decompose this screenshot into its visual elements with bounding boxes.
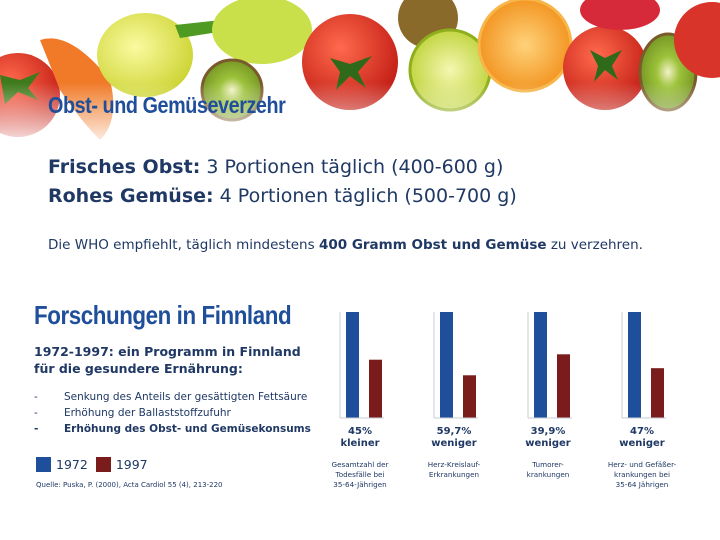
- list-item-text: Erhöhung der Ballaststoffzufuhr: [64, 407, 231, 419]
- category-label: 35-64 Jährigen: [616, 480, 669, 489]
- recommendation-vegetables: Rohes Gemüse: 4 Portionen täglich (500-7…: [48, 185, 517, 207]
- category-label: 35-64-Jährigen: [333, 480, 386, 489]
- who-text-bold: 400 Gramm Obst und Gemüse: [318, 237, 547, 253]
- data-label-percent: 45%: [348, 426, 372, 437]
- page-title: Obst- und Gemüseverzehr: [48, 92, 286, 118]
- measures-list: - Senkung des Anteils der gesättigten Fet…: [34, 389, 311, 437]
- list-item: - Erhöhung der Ballaststoffzufuhr: [34, 405, 311, 421]
- fruit-vegetable-image: [0, 0, 720, 150]
- section-title: Forschungen in Finnland: [34, 300, 292, 330]
- who-text-after: zu verzehren.: [546, 237, 643, 253]
- recommendation-vegetables-text: 4 Portionen täglich (500-700 g): [219, 185, 517, 207]
- who-recommendation: Die WHO empfiehlt, täglich mindestens 40…: [48, 237, 643, 253]
- bar-1997: [463, 375, 476, 418]
- program-line-2: für die gesundere Ernährung:: [34, 361, 243, 376]
- bar-1997: [557, 354, 570, 418]
- legend-swatch-1997: [95, 457, 111, 472]
- legend-label-1997: 1997: [115, 457, 148, 472]
- chart-legend: 1972 1997: [36, 457, 156, 472]
- program-line-1: 1972-1997: ein Programm in Finnland: [34, 344, 301, 359]
- bar-1997: [369, 359, 382, 418]
- chart-group: 47%weniger Herz- und Gefäßer-krankungen b…: [608, 312, 677, 489]
- data-label-word: weniger: [431, 438, 477, 449]
- category-label: krankungen bei: [614, 470, 670, 479]
- list-dash: -: [34, 423, 39, 435]
- category-label: Erkrankungen: [429, 470, 479, 479]
- list-item-text: Erhöhung des Obst- und Gemüsekonsums: [64, 423, 311, 435]
- bar-1972: [440, 312, 453, 418]
- program-description: 1972-1997: ein Programm in Finnland für …: [34, 343, 301, 377]
- bar-1972: [534, 312, 547, 418]
- legend-swatch-1972: [36, 457, 51, 472]
- category-label: krankungen: [527, 470, 570, 479]
- recommendation-fruit-text: 3 Portionen täglich (400-600 g): [206, 156, 504, 178]
- data-label-percent: 59,7%: [437, 426, 472, 437]
- data-label-word: weniger: [525, 438, 571, 449]
- chart-group: 59,7%weniger Herz-Kreislauf-Erkrankungen: [428, 312, 481, 479]
- category-label: Todesfälle bei: [335, 470, 385, 479]
- who-text-before: Die WHO empfiehlt, täglich mindestens: [48, 237, 319, 253]
- data-label-percent: 39,9%: [531, 426, 566, 437]
- bar-1972: [346, 312, 359, 418]
- list-dash: -: [34, 391, 38, 403]
- recommendation-vegetables-label: Rohes Gemüse:: [48, 185, 214, 207]
- data-label-word: kleiner: [340, 438, 379, 449]
- category-label: Gesamtzahl der: [332, 460, 389, 469]
- recommendation-fruit: Frisches Obst: 3 Portionen täglich (400-…: [48, 156, 503, 178]
- category-label: Herz-Kreislauf-: [428, 460, 481, 469]
- category-label: Tumorer-: [531, 460, 564, 469]
- list-item: - Senkung des Anteils der gesättigten Fet…: [34, 389, 311, 405]
- list-dash: -: [34, 407, 38, 419]
- fruit-vegetable-banner: [0, 0, 720, 150]
- list-item-text: Senkung des Anteils der gesättigten Fett…: [64, 391, 308, 403]
- legend-item-1997: 1997: [95, 457, 148, 472]
- legend-label-1972: 1972: [56, 457, 88, 472]
- data-label-percent: 47%: [630, 426, 654, 437]
- list-item: - Erhöhung des Obst- und Gemüsekonsums: [34, 421, 311, 437]
- category-label: Herz- und Gefäßer-: [608, 460, 677, 469]
- legend-item-1972: 1972: [36, 457, 88, 472]
- recommendation-fruit-label: Frisches Obst:: [48, 156, 201, 178]
- source-citation: Quelle: Puska, P. (2000), Acta Cardiol 5…: [36, 481, 223, 489]
- data-label-word: weniger: [619, 438, 665, 449]
- chart-group: 39,9%weniger Tumorer-krankungen: [525, 312, 572, 479]
- bar-1972: [628, 312, 641, 418]
- bar-1997: [651, 368, 664, 418]
